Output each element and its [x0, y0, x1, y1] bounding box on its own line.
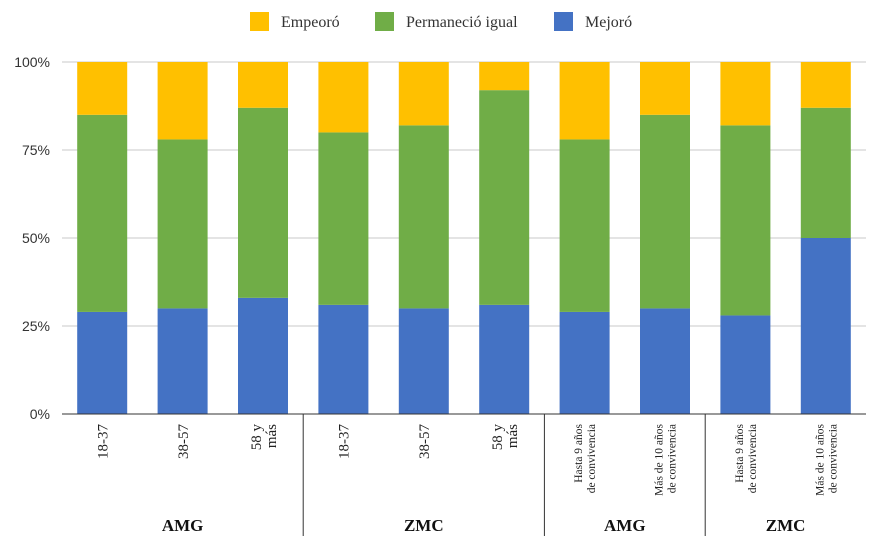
legend-swatch: [250, 12, 269, 31]
bar-segment: [77, 62, 128, 115]
group-labels: AMG ZMC AMG ZMC: [162, 516, 806, 535]
x-axis: 18-37 38-57 58 ymás 18-37 38-57 58 ymás Hasta …: [62, 413, 866, 536]
bar-segment: [157, 308, 208, 414]
bar-segment: [77, 311, 128, 414]
bar-segment: [720, 125, 771, 316]
legend-swatch: [554, 12, 573, 31]
legend-swatch: [375, 12, 394, 31]
y-tick-label: 75%: [22, 142, 50, 158]
bar-segment: [479, 304, 530, 414]
category-label: Más de 10 añosde convivencia: [814, 423, 839, 495]
category-label: Más de 10 añosde convivencia: [654, 423, 679, 495]
bar-segment: [800, 238, 851, 414]
category-label: 38-57: [176, 424, 192, 459]
bar-segment: [800, 107, 851, 238]
bar-segment: [318, 62, 369, 133]
bar-segment: [720, 315, 771, 414]
bars: [77, 62, 851, 414]
bar-segment: [800, 62, 851, 108]
bar-segment: [479, 62, 530, 91]
y-tick-label: 0%: [30, 406, 50, 422]
bar-segment: [238, 297, 288, 414]
bar-segment: [238, 62, 288, 108]
bar-segment: [318, 304, 369, 414]
bar-segment: [720, 62, 771, 126]
legend: Empeoró Permaneció igual Mejoró: [250, 12, 632, 31]
category-label: Hasta 9 añosde convivencia: [734, 423, 759, 493]
y-tick-label: 100%: [14, 54, 50, 70]
category-label: 18-37: [95, 424, 111, 459]
category-label: Hasta 9 añosde convivencia: [573, 423, 598, 493]
legend-label: Mejoró: [585, 14, 632, 31]
bar-segment: [398, 308, 449, 414]
bar-segment: [157, 139, 208, 309]
bar-segment: [640, 308, 690, 414]
bar-segment: [77, 114, 128, 312]
y-axis: 0% 25% 50% 75% 100%: [14, 54, 50, 422]
category-label: 58 ymás: [490, 424, 521, 451]
bar-segment: [238, 107, 288, 298]
bar-segment: [640, 114, 690, 309]
bar-segment: [479, 90, 530, 305]
legend-label: Permaneció igual: [406, 14, 518, 31]
bar-segment: [559, 62, 610, 140]
group-label: ZMC: [766, 516, 806, 535]
bar-segment: [318, 132, 369, 305]
bar-segment: [559, 139, 610, 312]
bar-segment: [640, 62, 690, 115]
group-label: AMG: [604, 516, 646, 535]
y-tick-label: 25%: [22, 318, 50, 334]
bar-segment: [398, 62, 449, 126]
category-label: 18-37: [337, 424, 353, 459]
group-label: AMG: [162, 516, 204, 535]
y-tick-label: 50%: [22, 230, 50, 246]
bar-segment: [157, 62, 208, 140]
category-label: 58 ymás: [249, 424, 280, 451]
legend-label: Empeoró: [281, 14, 340, 31]
bar-segment: [559, 311, 610, 414]
group-label: ZMC: [404, 516, 444, 535]
category-label: 38-57: [417, 424, 433, 459]
bar-segment: [398, 125, 449, 309]
